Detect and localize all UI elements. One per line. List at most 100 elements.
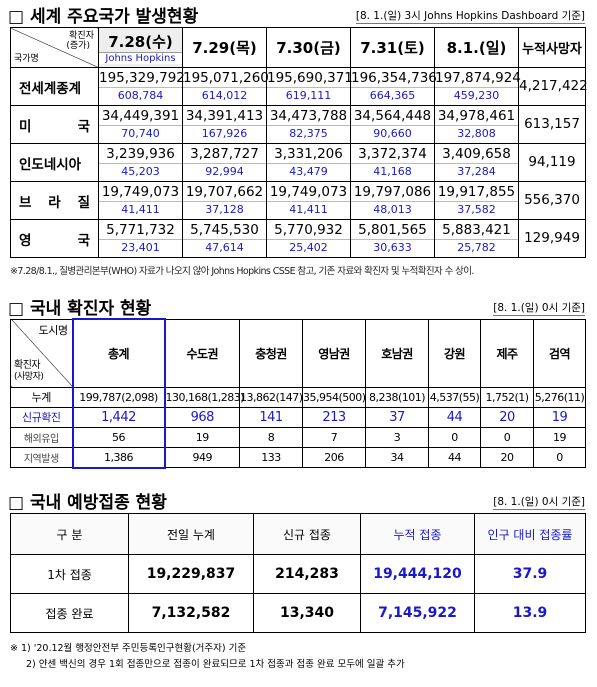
row-label: 해외유입 (10, 426, 73, 448)
country-name: 미 국 (10, 105, 99, 144)
total: 3,239,936 (106, 146, 175, 162)
stat-cell: 0 (533, 446, 586, 468)
increase: 82,375 (267, 125, 350, 141)
stat-cell: 968 (164, 406, 240, 428)
stat-row: 해외유입 56 19 8 7 3 0 0 19 (10, 426, 586, 448)
value-cell: 34,978,461 32,808 (434, 105, 519, 144)
region-header: 수도권 (164, 318, 240, 388)
value-cell: 19,749,073 41,411 (266, 181, 351, 220)
total: 196,354,736 (351, 70, 437, 86)
basis-note: [8. 1.(일) 0시 기준] (493, 496, 585, 510)
country-name: 브 라 질 (10, 181, 99, 220)
stat-cell: 1,752(1) (480, 386, 534, 408)
stat-cell: 37 (365, 406, 429, 428)
vaccine-cell: 19,444,120 (360, 554, 475, 594)
value-cell: 3,372,374 41,168 (350, 143, 435, 182)
vaccine-cell: 37.9 (474, 554, 586, 594)
total: 34,564,448 (353, 108, 432, 124)
total: 5,770,932 (274, 222, 343, 238)
value-cell: 34,564,448 90,660 (350, 105, 435, 144)
deaths: 556,370 (518, 181, 586, 220)
increase: 30,633 (351, 239, 434, 255)
increase: 459,230 (435, 87, 518, 103)
total: 34,473,788 (269, 108, 348, 124)
deaths: 613,157 (518, 105, 586, 144)
total: 3,409,658 (442, 146, 511, 162)
vaccine-row: 1차 접종 19,229,837 214,283 19,444,120 37.9 (10, 554, 586, 594)
vaccine-cell: 13.9 (474, 593, 586, 633)
date-header: 7.31(토) (350, 27, 435, 68)
increase: 608,784 (99, 87, 182, 103)
increase: 70,740 (99, 125, 182, 141)
basis-note: [8. 1.(일) 3시 Johns Hopkins Dashboard 기준] (355, 10, 585, 24)
row-label: 접종 완료 (10, 593, 129, 633)
stat-cell: 0 (480, 426, 534, 448)
deaths: 129,949 (518, 219, 586, 258)
increase: 32,808 (435, 125, 518, 141)
country-row: 영 국 5,771,732 23,401 5,745,530 47,614 5,770,9… (10, 219, 586, 258)
vaccine-cell: 214,283 (253, 554, 361, 594)
country-name: 인도네시아 (10, 143, 99, 182)
vaccine-cell: 7,132,582 (128, 593, 254, 633)
total: 19,707,662 (185, 184, 264, 200)
stat-cell: 20 (480, 446, 534, 468)
corner-label: 확진자 (69, 31, 94, 41)
increase: 41,168 (351, 163, 434, 179)
total: 5,771,732 (106, 222, 175, 238)
stat-cell: 0 (428, 426, 481, 448)
stat-cell: 4,537(55) (428, 386, 481, 408)
increase: 167,926 (183, 125, 266, 141)
value-cell: 19,749,073 41,411 (98, 181, 183, 220)
stat-cell: 44 (428, 406, 481, 428)
stat-cell: 56 (71, 426, 166, 448)
increase: 92,994 (183, 163, 266, 179)
increase: 37,284 (435, 163, 518, 179)
note: 2) 얀센 백신의 경우 1회 접종만으로 접종이 완료되므로 1차 접종과 접… (26, 659, 405, 670)
value-cell: 195,329,792 608,784 (98, 67, 185, 106)
country-row: 전세계종계 195,329,792 608,784 195,071,260 614,01… (10, 67, 588, 106)
corner-cell: 확진자 (증가) 국가명 (10, 27, 99, 68)
stat-cell: 949 (164, 446, 240, 468)
region-header: 영남권 (302, 318, 366, 388)
value-cell: 197,874,924 459,230 (434, 67, 521, 106)
country-name: 전세계종계 (10, 67, 99, 106)
total: 34,978,461 (437, 108, 516, 124)
stat-cell: 206 (302, 446, 366, 468)
stat-cell: 130,168(1,283) (164, 386, 245, 408)
header-row: 도시명 확진자 (사망자) 총계 수도권 충청권 영남권 호남권 강원 제주 검역 (10, 318, 586, 388)
increase: 25,402 (267, 239, 350, 255)
value-cell: 34,391,413 167,926 (182, 105, 267, 144)
stat-cell: 199,787(2,098) (71, 386, 166, 408)
stat-row: 누계 199,787(2,098) 130,168(1,283) 13,862(147… (10, 386, 586, 408)
value-cell: 5,771,732 23,401 (98, 219, 183, 258)
total: 195,071,260 (183, 70, 269, 86)
stat-cell: 19 (533, 406, 586, 428)
stat-cell: 19 (164, 426, 240, 448)
increase: 619,111 (267, 87, 350, 103)
stat-cell: 1,386 (71, 446, 166, 469)
date-header: 7.28(수) Johns Hopkins (98, 27, 183, 68)
vaccination-table: 구 분 전일 누계 신규 접종 누적 접종 인구 대비 접종률 1차 접종 19,229,8… (10, 513, 586, 633)
value-cell: 34,473,788 82,375 (266, 105, 351, 144)
deaths: 94,119 (518, 143, 586, 182)
region-header: 호남권 (365, 318, 429, 388)
total: 5,801,565 (358, 222, 427, 238)
value-cell: 195,071,260 614,012 (182, 67, 269, 106)
increase: 25,782 (435, 239, 518, 255)
increase: 90,660 (351, 125, 434, 141)
vaccine-cell: 7,145,922 (360, 593, 475, 633)
total: 19,797,086 (353, 184, 432, 200)
corner-label: 확진자 (14, 359, 41, 371)
total: 5,883,421 (442, 222, 511, 238)
stat-cell: 7 (302, 426, 366, 448)
increase: 48,013 (351, 201, 434, 217)
increase: 614,012 (183, 87, 266, 103)
date-label: 7.28(수) (108, 33, 173, 51)
value-cell: 19,707,662 37,128 (182, 181, 267, 220)
footnote: ※7.28/8.1., 질병관리본부(WHO) 자료가 나오지 않아 Johns… (10, 266, 474, 277)
corner-label: (사망자) (14, 371, 44, 382)
section-title: □ 국내 확진자 현황 (8, 299, 152, 319)
column-header: 구 분 (10, 513, 129, 555)
value-cell: 3,331,206 43,479 (266, 143, 351, 182)
